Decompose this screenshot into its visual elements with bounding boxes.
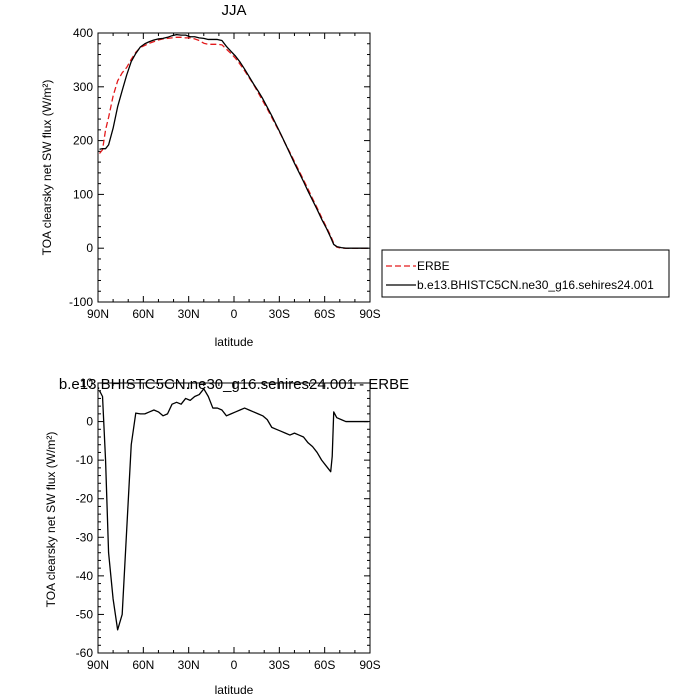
top-panel-y-axis-label: TOA clearsky net SW flux (W/m²) [40,80,54,256]
bottom-x-tick-label: 90N [87,658,109,672]
legend-label-erbe: ERBE [417,259,450,273]
top-panel: JJA TOA clearsky net SW flux (W/m²) lati… [40,2,381,349]
bottom-y-tick-label: 10 [80,376,94,390]
bottom-y-tick-label: -30 [76,530,94,544]
bottom-panel-x-axis-label: latitude [215,683,254,697]
bottom-x-tick-label: 30S [269,658,290,672]
bottom-x-tick-label: 60N [132,658,154,672]
top-panel-series-lines [99,33,369,249]
top-y-tick-label: 100 [73,187,93,201]
top-y-tick-label: 300 [73,80,93,94]
legend-frame [381,249,670,298]
top-panel-x-axis-label: latitude [215,335,254,349]
top-x-tick-label: 90N [87,307,109,321]
bottom-y-tick-label: -50 [76,607,94,621]
top-panel-legend: ERBE b.e13.BHISTC5CN.ne30_g16.sehires24.… [381,249,670,298]
top-x-tick-label: 60N [132,307,154,321]
bottom-series-line-0 [98,388,369,631]
top-x-tick-label: 0 [231,307,238,321]
top-y-tick-label: -100 [69,295,93,309]
top-panel-title: JJA [221,2,246,19]
bottom-x-tick-label: 60S [314,658,335,672]
bottom-y-tick-label: -10 [76,453,94,467]
bottom-x-tick-label: 30N [178,658,200,672]
bottom-y-tick-label: -40 [76,569,94,583]
bottom-x-tick-label: 90S [359,658,380,672]
bottom-panel: b.e13.BHISTC5CN.ne30_g16.sehires24.001 -… [44,376,409,697]
top-x-tick-label: 30N [178,307,200,321]
bottom-y-tick-label: -20 [76,492,94,506]
top-x-tick-label: 90S [359,307,380,321]
top-x-tick-label: 60S [314,307,335,321]
bottom-y-tick-label: 0 [86,415,93,429]
top-panel-gridticks: -100 0 100 200 300 400 90N 60N 30N 0 30S 60S 90S [69,26,381,321]
top-y-tick-label: 0 [86,241,93,255]
top-x-tick-label: 30S [269,307,290,321]
bottom-panel-series-lines [98,388,369,631]
top-panel-plot-frame [97,32,371,303]
bottom-y-tick-label: -60 [76,646,94,660]
bottom-x-tick-label: 0 [231,658,238,672]
bottom-panel-y-axis-label: TOA clearsky net SW flux (W/m²) [44,432,58,608]
top-y-tick-label: 200 [73,134,93,148]
top-y-tick-label: 400 [73,26,93,40]
legend-label-model: b.e13.BHISTC5CN.ne30_g16.sehires24.001 [417,278,654,292]
top-series-line-b-e13-bhistc5cn-ne30-g16-sehires24-001 [99,33,369,249]
bottom-panel-gridticks: -60 -50 -40 -30 -20 -10 0 10 90N 60N 30N 0 30S 60S 90S [76,376,381,672]
top-series-line-erbe [99,36,369,249]
bottom-panel-plot-frame [97,382,371,654]
